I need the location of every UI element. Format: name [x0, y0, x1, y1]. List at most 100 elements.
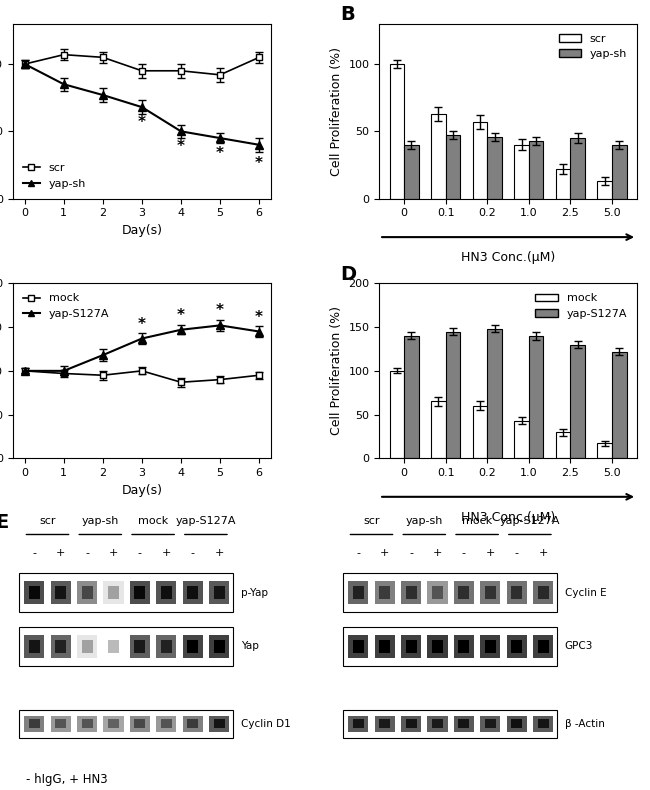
Bar	[130, 581, 150, 604]
Y-axis label: Cell Proliferation (%): Cell Proliferation (%)	[330, 47, 343, 175]
Bar	[571, 344, 585, 458]
Bar	[473, 406, 488, 458]
Bar	[214, 586, 225, 599]
Bar	[24, 581, 44, 604]
Bar	[612, 145, 627, 198]
Bar	[556, 432, 571, 458]
Bar	[485, 720, 496, 728]
Bar	[135, 720, 146, 728]
Text: E: E	[0, 513, 8, 532]
Bar	[485, 640, 496, 653]
Bar	[506, 581, 526, 604]
Legend: scr, yap-sh: scr, yap-sh	[554, 29, 631, 64]
Text: β -Actin: β -Actin	[565, 719, 604, 729]
Bar	[379, 720, 390, 728]
Bar	[428, 635, 448, 658]
Bar	[446, 332, 460, 458]
Bar	[529, 336, 543, 458]
Bar	[81, 640, 93, 653]
Bar	[506, 635, 526, 658]
Bar	[77, 581, 98, 604]
Bar	[533, 581, 553, 604]
Text: -: -	[409, 547, 413, 558]
Bar	[161, 586, 172, 599]
Bar	[55, 586, 66, 599]
Bar	[480, 635, 500, 658]
Text: Cyclin E: Cyclin E	[565, 588, 606, 597]
Bar	[103, 581, 124, 604]
Bar	[24, 716, 44, 732]
Bar	[458, 586, 469, 599]
Bar	[209, 635, 229, 658]
Bar	[511, 720, 522, 728]
Bar	[556, 169, 571, 198]
X-axis label: Day(s): Day(s)	[122, 483, 162, 497]
Text: yap-S127A: yap-S127A	[176, 516, 236, 526]
Text: yap-sh: yap-sh	[406, 516, 443, 526]
Bar	[108, 720, 119, 728]
Text: *: *	[138, 317, 146, 332]
Text: yap-sh: yap-sh	[82, 516, 119, 526]
Bar	[51, 581, 71, 604]
Bar	[533, 635, 553, 658]
Text: +: +	[162, 547, 171, 558]
Text: -: -	[190, 547, 195, 558]
Bar	[511, 640, 522, 653]
Bar	[103, 716, 124, 732]
Bar	[379, 640, 390, 653]
Text: - hIgG, + HN3: - hIgG, + HN3	[26, 773, 108, 786]
Bar	[458, 720, 469, 728]
Bar	[374, 635, 395, 658]
Bar	[404, 145, 419, 198]
X-axis label: Day(s): Day(s)	[122, 224, 162, 237]
Bar	[55, 640, 66, 653]
Bar	[389, 371, 404, 458]
Text: mock: mock	[462, 516, 492, 526]
Text: Cyclin D1: Cyclin D1	[240, 719, 291, 729]
Bar	[343, 710, 557, 738]
Bar	[24, 635, 44, 658]
Text: yap-S127A: yap-S127A	[500, 516, 560, 526]
Bar	[432, 720, 443, 728]
Bar	[485, 586, 496, 599]
Bar	[488, 137, 502, 198]
Text: -: -	[138, 547, 142, 558]
Text: B: B	[341, 6, 355, 24]
Bar	[161, 640, 172, 653]
Bar	[571, 138, 585, 198]
Bar	[431, 114, 446, 198]
Text: +: +	[433, 547, 442, 558]
Bar	[480, 581, 500, 604]
Bar	[343, 627, 557, 666]
Bar	[446, 135, 460, 198]
Bar	[404, 336, 419, 458]
Text: HN3 Conc.(μM): HN3 Conc.(μM)	[461, 511, 555, 524]
Bar	[406, 586, 417, 599]
Bar	[538, 640, 549, 653]
Bar	[187, 720, 198, 728]
Text: +: +	[109, 547, 118, 558]
Bar	[597, 181, 612, 198]
Bar	[81, 586, 93, 599]
Bar	[432, 586, 443, 599]
Text: scr: scr	[39, 516, 56, 526]
Bar	[529, 141, 543, 198]
Bar	[473, 122, 488, 198]
Bar	[401, 635, 421, 658]
Bar	[19, 574, 233, 612]
Bar	[209, 581, 229, 604]
Bar	[343, 574, 557, 612]
Bar	[348, 581, 369, 604]
Bar	[538, 720, 549, 728]
Bar	[353, 720, 364, 728]
Bar	[183, 716, 203, 732]
Text: -: -	[356, 547, 360, 558]
Bar	[348, 716, 369, 732]
Bar	[533, 716, 553, 732]
Bar	[538, 586, 549, 599]
Bar	[29, 586, 40, 599]
Bar	[183, 581, 203, 604]
Bar	[187, 586, 198, 599]
Bar	[108, 640, 119, 653]
Bar	[29, 720, 40, 728]
